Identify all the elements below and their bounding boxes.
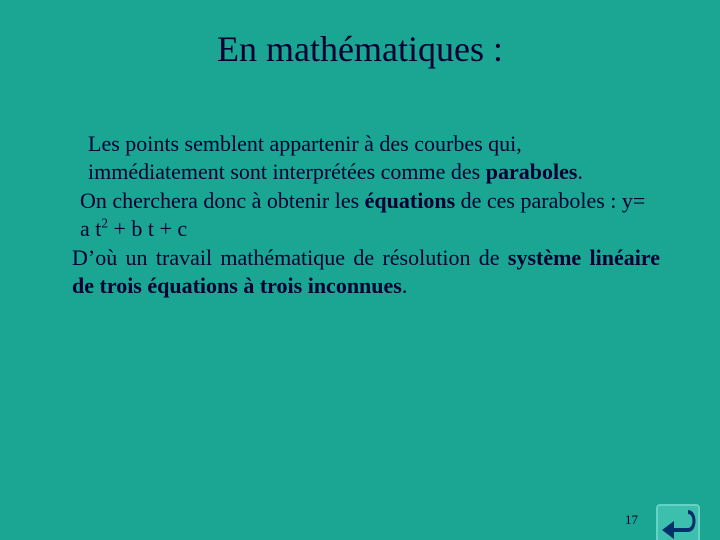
p2-text-a: On cherchera donc à obtenir les [80, 188, 365, 213]
p1-text-c: . [577, 159, 583, 184]
slide-body: Les points semblent appartenir à des cou… [60, 130, 660, 299]
page-number: 17 [625, 512, 638, 528]
p2-bold: équations [365, 188, 455, 213]
return-arrow-icon [656, 504, 700, 540]
slide-title: En mathématiques : [0, 28, 720, 70]
p1-bold: paraboles [486, 159, 578, 184]
p3-text-a: D’où un travail mathématique de résoluti… [72, 245, 508, 270]
paragraph-1: Les points semblent appartenir à des cou… [88, 130, 660, 185]
paragraph-3: D’où un travail mathématique de résoluti… [72, 244, 660, 299]
p3-text-c: . [402, 273, 408, 298]
p1-text-a: Les points semblent appartenir à des cou… [88, 131, 522, 184]
p2-superscript: 2 [101, 215, 108, 230]
paragraph-2: On cherchera donc à obtenir les équation… [80, 187, 660, 242]
return-button[interactable] [656, 504, 700, 540]
p2-text-e: + b t + c [108, 216, 187, 241]
